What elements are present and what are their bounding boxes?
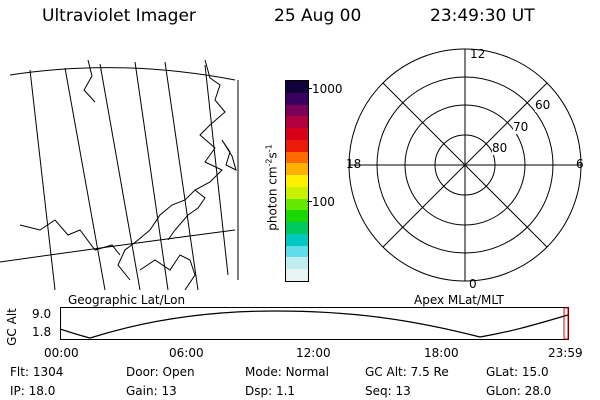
colorbar-band xyxy=(286,210,308,223)
mlt-label-12: 12 xyxy=(470,47,486,61)
mlt-label-18: 18 xyxy=(346,157,362,171)
mlt-label-0: 0 xyxy=(469,277,477,291)
colorbar-tickmark-1000 xyxy=(307,88,312,89)
coastline-island xyxy=(221,139,237,171)
colorbar-band xyxy=(286,128,308,140)
coastline-peninsula xyxy=(167,189,206,241)
colorbar-unit-label: photon cm-2s-1 xyxy=(264,144,280,231)
coastline-north xyxy=(83,59,96,103)
colorbar xyxy=(285,80,309,282)
mlat-label-70: 70 xyxy=(513,120,529,134)
mlt-label-6: 6 xyxy=(576,157,584,171)
status-gcalt: GC Alt: 7.5 Re xyxy=(365,365,449,379)
meridian-5 xyxy=(164,61,199,290)
status-dsp: Dsp: 1.1 xyxy=(245,384,296,398)
mlat-label-60: 60 xyxy=(535,98,551,112)
orbit-altitude-curve xyxy=(60,310,569,339)
colorbar-band xyxy=(286,198,308,211)
observation-time: 23:49:30 UT xyxy=(430,6,535,26)
axis-diag-2 xyxy=(382,82,548,248)
instrument-title: Ultraviolet Imager xyxy=(42,6,196,26)
colorbar-band xyxy=(286,139,308,152)
status-flt: Flt: 1304 xyxy=(10,365,64,379)
orbit-plot xyxy=(60,307,569,340)
orbit-current-marker xyxy=(563,307,569,340)
colorbar-band xyxy=(286,269,308,282)
apex-label: Apex MLat/MLT xyxy=(414,293,504,307)
status-glat: GLat: 15.0 xyxy=(486,365,549,379)
colorbar-tick-100: 100 xyxy=(312,195,335,209)
mlat-label-80: 80 xyxy=(492,141,508,155)
geographic-map xyxy=(0,59,239,290)
coastline-east xyxy=(117,59,226,281)
status-mode: Mode: Normal xyxy=(245,365,329,379)
status-glon: GLon: 28.0 xyxy=(486,384,552,398)
coastline-bay xyxy=(139,254,196,290)
colorbar-band xyxy=(286,104,308,117)
meridian-3 xyxy=(99,63,141,290)
colorbar-band xyxy=(286,151,308,164)
colorbar-band xyxy=(286,81,308,93)
polar-plot xyxy=(348,48,582,282)
orbit-xtick-0000: 00:00 xyxy=(44,346,79,360)
status-gain: Gain: 13 xyxy=(126,384,177,398)
orbit-ytick-1.8: 1.8 xyxy=(32,325,52,339)
colorbar-band xyxy=(286,175,308,187)
colorbar-band xyxy=(286,222,308,234)
orbit-ytick-9: 9.0 xyxy=(32,307,52,321)
status-door: Door: Open xyxy=(126,365,195,379)
colorbar-band xyxy=(286,233,308,246)
meridian-4 xyxy=(134,61,169,290)
orbit-xtick-2359: 23:59 xyxy=(548,346,583,360)
geographic-label: Geographic Lat/Lon xyxy=(68,293,186,307)
meridian-1 xyxy=(29,69,56,290)
colorbar-band xyxy=(286,116,308,129)
colorbar-band xyxy=(286,186,308,199)
orbit-xtick-1200: 12:00 xyxy=(296,346,331,360)
colorbar-band xyxy=(286,163,308,176)
colorbar-tickmark-100 xyxy=(307,201,312,202)
observation-date: 25 Aug 00 xyxy=(274,6,362,26)
meridian-6 xyxy=(204,64,229,276)
latitude-arc-bottom xyxy=(0,229,236,263)
coastline-west xyxy=(19,219,121,256)
colorbar-band xyxy=(286,92,308,105)
colorbar-band xyxy=(286,257,308,270)
colorbar-band xyxy=(286,245,308,258)
colorbar-tick-1000: 1000 xyxy=(312,82,343,96)
orbit-axis-title: GC Alt xyxy=(5,308,19,346)
status-ip: IP: 18.0 xyxy=(10,384,56,398)
status-seq: Seq: 13 xyxy=(365,384,411,398)
orbit-xtick-1800: 18:00 xyxy=(424,346,459,360)
latitude-arc-top xyxy=(9,67,236,81)
orbit-xtick-0600: 06:00 xyxy=(169,346,204,360)
meridian-2 xyxy=(64,67,106,290)
